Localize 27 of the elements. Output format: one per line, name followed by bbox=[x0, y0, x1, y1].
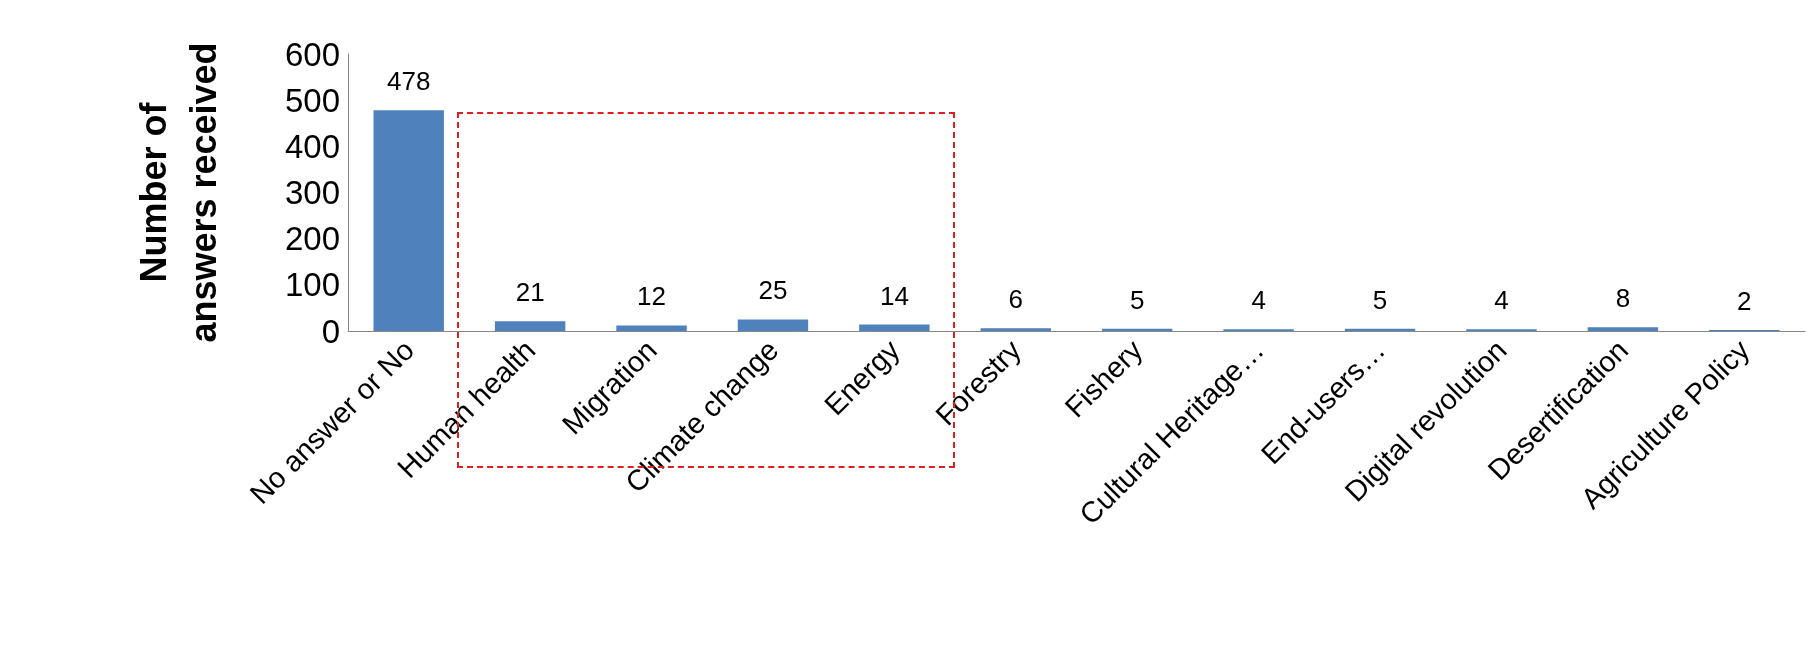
data-label: 4 bbox=[1494, 285, 1509, 316]
bar bbox=[373, 110, 444, 331]
data-label: 14 bbox=[879, 280, 909, 311]
bar bbox=[494, 321, 566, 331]
y-axis-title: Number of answers received bbox=[132, 42, 224, 343]
data-label: 8 bbox=[1615, 283, 1631, 314]
data-label: 5 bbox=[1372, 284, 1388, 315]
data-label: 2 bbox=[1737, 286, 1752, 317]
y-tick-label: 500 bbox=[284, 81, 340, 119]
data-label: 21 bbox=[515, 277, 545, 308]
data-label: 478 bbox=[387, 66, 431, 97]
data-label: 5 bbox=[1129, 284, 1145, 315]
y-tick-label: 600 bbox=[284, 35, 340, 73]
y-tick-label: 400 bbox=[284, 127, 340, 165]
y-tick-label: 0 bbox=[321, 312, 340, 350]
data-label: 25 bbox=[758, 275, 788, 306]
bar bbox=[980, 328, 1051, 331]
y-tick-label: 100 bbox=[284, 266, 340, 304]
bar bbox=[859, 324, 930, 331]
bar bbox=[1587, 327, 1659, 331]
y-tick-label: 200 bbox=[284, 220, 340, 258]
data-label: 6 bbox=[1008, 284, 1024, 315]
data-label: 4 bbox=[1251, 285, 1266, 316]
y-tick-label: 300 bbox=[284, 174, 340, 211]
data-label: 12 bbox=[637, 281, 666, 312]
bar bbox=[616, 325, 687, 331]
bar bbox=[737, 319, 809, 331]
